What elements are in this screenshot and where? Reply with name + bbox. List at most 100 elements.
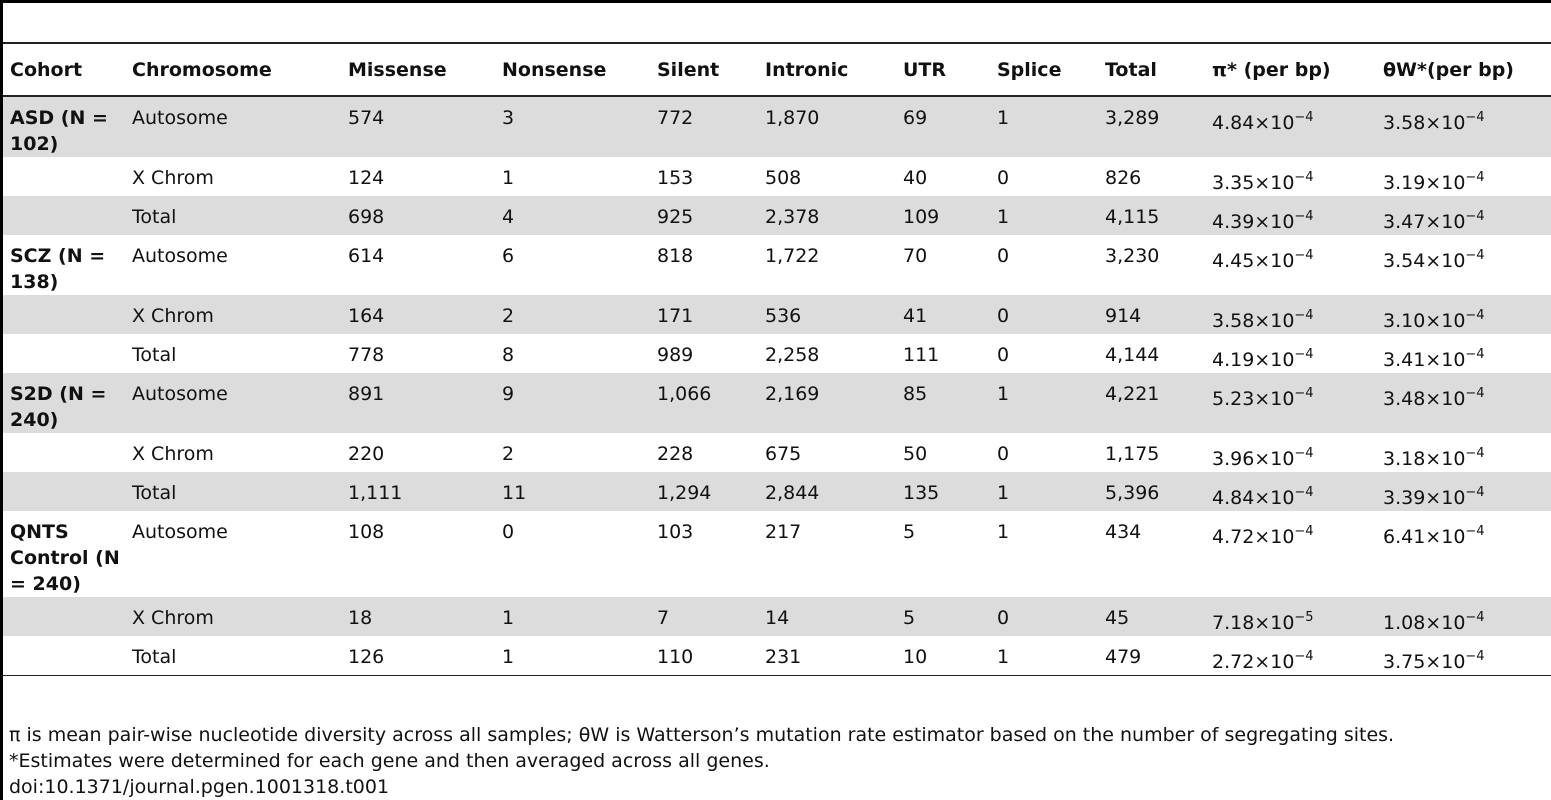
chromosome-cell: Autosome bbox=[125, 373, 341, 433]
theta-cell: 3.58×10−4 bbox=[1376, 96, 1551, 157]
pi-value: 4.39×10−4 bbox=[1212, 209, 1314, 233]
theta-exponent: −4 bbox=[1465, 170, 1485, 185]
intronic-cell: 536 bbox=[758, 295, 896, 334]
table-row: S2D (N = 240) Autosome 891 9 1,066 2,169 85 1 4,… bbox=[3, 373, 1551, 433]
intronic-cell: 2,378 bbox=[758, 196, 896, 235]
top-border-rule bbox=[0, 0, 1551, 3]
nonsense-cell: 1 bbox=[502, 167, 515, 189]
pi-exponent: −4 bbox=[1294, 209, 1314, 224]
variant-summary-table: Cohort Chromosome Missense Nonsense Sile… bbox=[3, 42, 1551, 676]
pi-mantissa: 4.39×10 bbox=[1212, 211, 1295, 233]
column-header: π* (per bp) bbox=[1205, 42, 1376, 97]
cohort-cell bbox=[3, 636, 125, 676]
pi-value: 4.19×10−4 bbox=[1212, 347, 1314, 371]
pi-cell: 5.23×10−4 bbox=[1205, 373, 1376, 433]
column-header: Chromosome bbox=[125, 42, 341, 97]
table-row: ASD (N = 102) Autosome 574 3 772 1,870 69 1 3,28… bbox=[3, 96, 1551, 157]
cohort-cell: S2D (N = 240) bbox=[3, 373, 125, 433]
intronic-cell: 231 bbox=[758, 636, 896, 676]
theta-value: 3.10×10−4 bbox=[1383, 308, 1485, 332]
chromosome-cell: Total bbox=[125, 636, 341, 676]
pi-value: 7.18×10−5 bbox=[1212, 610, 1314, 634]
table-footnotes: π is mean pair-wise nucleotide diversity… bbox=[9, 722, 1394, 800]
intronic-cell: 217 bbox=[765, 521, 802, 543]
pi-cell: 3.96×10−4 bbox=[1205, 433, 1376, 472]
theta-cell: 3.19×10−4 bbox=[1376, 157, 1551, 196]
nonsense-cell: 2 bbox=[502, 443, 515, 465]
chromosome-cell: Total bbox=[132, 344, 177, 366]
theta-mantissa: 3.47×10 bbox=[1383, 211, 1466, 233]
theta-cell: 3.48×10−4 bbox=[1376, 373, 1551, 433]
pi-value: 3.96×10−4 bbox=[1212, 446, 1314, 470]
utr-cell: 85 bbox=[896, 373, 990, 433]
utr-cell: 40 bbox=[903, 167, 928, 189]
silent-cell: 171 bbox=[650, 295, 758, 334]
column-header: Total bbox=[1098, 42, 1205, 97]
pi-mantissa: 3.96×10 bbox=[1212, 448, 1295, 470]
pi-cell: 2.72×10−4 bbox=[1205, 636, 1376, 676]
theta-value: 3.75×10−4 bbox=[1383, 649, 1485, 673]
theta-exponent: −4 bbox=[1465, 446, 1485, 461]
theta-value: 3.41×10−4 bbox=[1383, 347, 1485, 371]
intronic-cell: 1,870 bbox=[758, 96, 896, 157]
footnote-definitions: π is mean pair-wise nucleotide diversity… bbox=[9, 724, 1395, 746]
utr-cell: 41 bbox=[896, 295, 990, 334]
chromosome-cell: Total bbox=[125, 472, 341, 511]
splice-cell: 0 bbox=[997, 167, 1010, 189]
pi-value: 4.72×10−4 bbox=[1212, 524, 1314, 548]
doi-reference: doi:10.1371/journal.pgen.1001318.t001 bbox=[9, 776, 390, 798]
pi-mantissa: 4.84×10 bbox=[1212, 112, 1295, 134]
theta-mantissa: 3.10×10 bbox=[1383, 310, 1466, 332]
pi-cell: 4.84×10−4 bbox=[1205, 96, 1376, 157]
utr-cell: 50 bbox=[903, 443, 928, 465]
cohort-cell bbox=[3, 157, 125, 196]
table-row: Total 698 4 925 2,378 109 1 4,115 4.39×10−4 3.47×… bbox=[3, 196, 1551, 235]
utr-cell: 70 bbox=[903, 245, 928, 267]
theta-value: 1.08×10−4 bbox=[1383, 610, 1485, 634]
splice-cell: 0 bbox=[997, 344, 1010, 366]
pi-exponent: −4 bbox=[1294, 308, 1314, 323]
pi-cell: 4.45×10−4 bbox=[1205, 235, 1376, 295]
splice-cell: 1 bbox=[990, 472, 1098, 511]
chromosome-cell: X Chrom bbox=[125, 597, 341, 636]
theta-mantissa: 3.18×10 bbox=[1383, 448, 1466, 470]
utr-cell: 111 bbox=[903, 344, 940, 366]
theta-cell: 3.10×10−4 bbox=[1376, 295, 1551, 334]
nonsense-cell: 6 bbox=[502, 245, 515, 267]
intronic-cell: 14 bbox=[758, 597, 896, 636]
table-row: X Chrom 164 2 171 536 41 0 914 3.58×10−4 3.10×10−… bbox=[3, 295, 1551, 334]
pi-mantissa: 3.58×10 bbox=[1212, 310, 1295, 332]
chromosome-cell: X Chrom bbox=[132, 443, 214, 465]
theta-cell: 1.08×10−4 bbox=[1376, 597, 1551, 636]
total-cell: 5,396 bbox=[1098, 472, 1205, 511]
pi-exponent: −4 bbox=[1294, 347, 1314, 362]
pi-exponent: −4 bbox=[1294, 485, 1314, 500]
missense-cell: 18 bbox=[341, 597, 495, 636]
nonsense-cell: 9 bbox=[495, 373, 650, 433]
pi-exponent: −4 bbox=[1294, 649, 1314, 664]
theta-exponent: −4 bbox=[1465, 524, 1485, 539]
silent-cell: 772 bbox=[650, 96, 758, 157]
cohort-cell bbox=[3, 196, 125, 235]
nonsense-cell: 1 bbox=[495, 636, 650, 676]
table-row: Total 126 1 110 231 10 1 479 2.72×10−4 3.75×10−4 bbox=[3, 636, 1551, 676]
theta-mantissa: 3.19×10 bbox=[1383, 172, 1466, 194]
cohort-cell: QNTS Control (N = 240) bbox=[10, 521, 120, 595]
theta-value: 3.58×10−4 bbox=[1383, 110, 1485, 134]
utr-cell: 69 bbox=[896, 96, 990, 157]
cohort-cell bbox=[3, 472, 125, 511]
pi-value: 3.58×10−4 bbox=[1212, 308, 1314, 332]
column-header: Cohort bbox=[3, 42, 125, 97]
missense-cell: 614 bbox=[348, 245, 385, 267]
theta-cell: 3.47×10−4 bbox=[1376, 196, 1551, 235]
splice-cell: 1 bbox=[990, 96, 1098, 157]
chromosome-cell: Total bbox=[125, 196, 341, 235]
pi-value: 4.45×10−4 bbox=[1212, 248, 1314, 272]
missense-cell: 164 bbox=[341, 295, 495, 334]
pi-mantissa: 4.45×10 bbox=[1212, 250, 1295, 272]
theta-exponent: −4 bbox=[1465, 649, 1485, 664]
chromosome-cell: Autosome bbox=[132, 521, 228, 543]
silent-cell: 989 bbox=[657, 344, 694, 366]
pi-value: 4.84×10−4 bbox=[1212, 110, 1314, 134]
nonsense-cell: 3 bbox=[495, 96, 650, 157]
